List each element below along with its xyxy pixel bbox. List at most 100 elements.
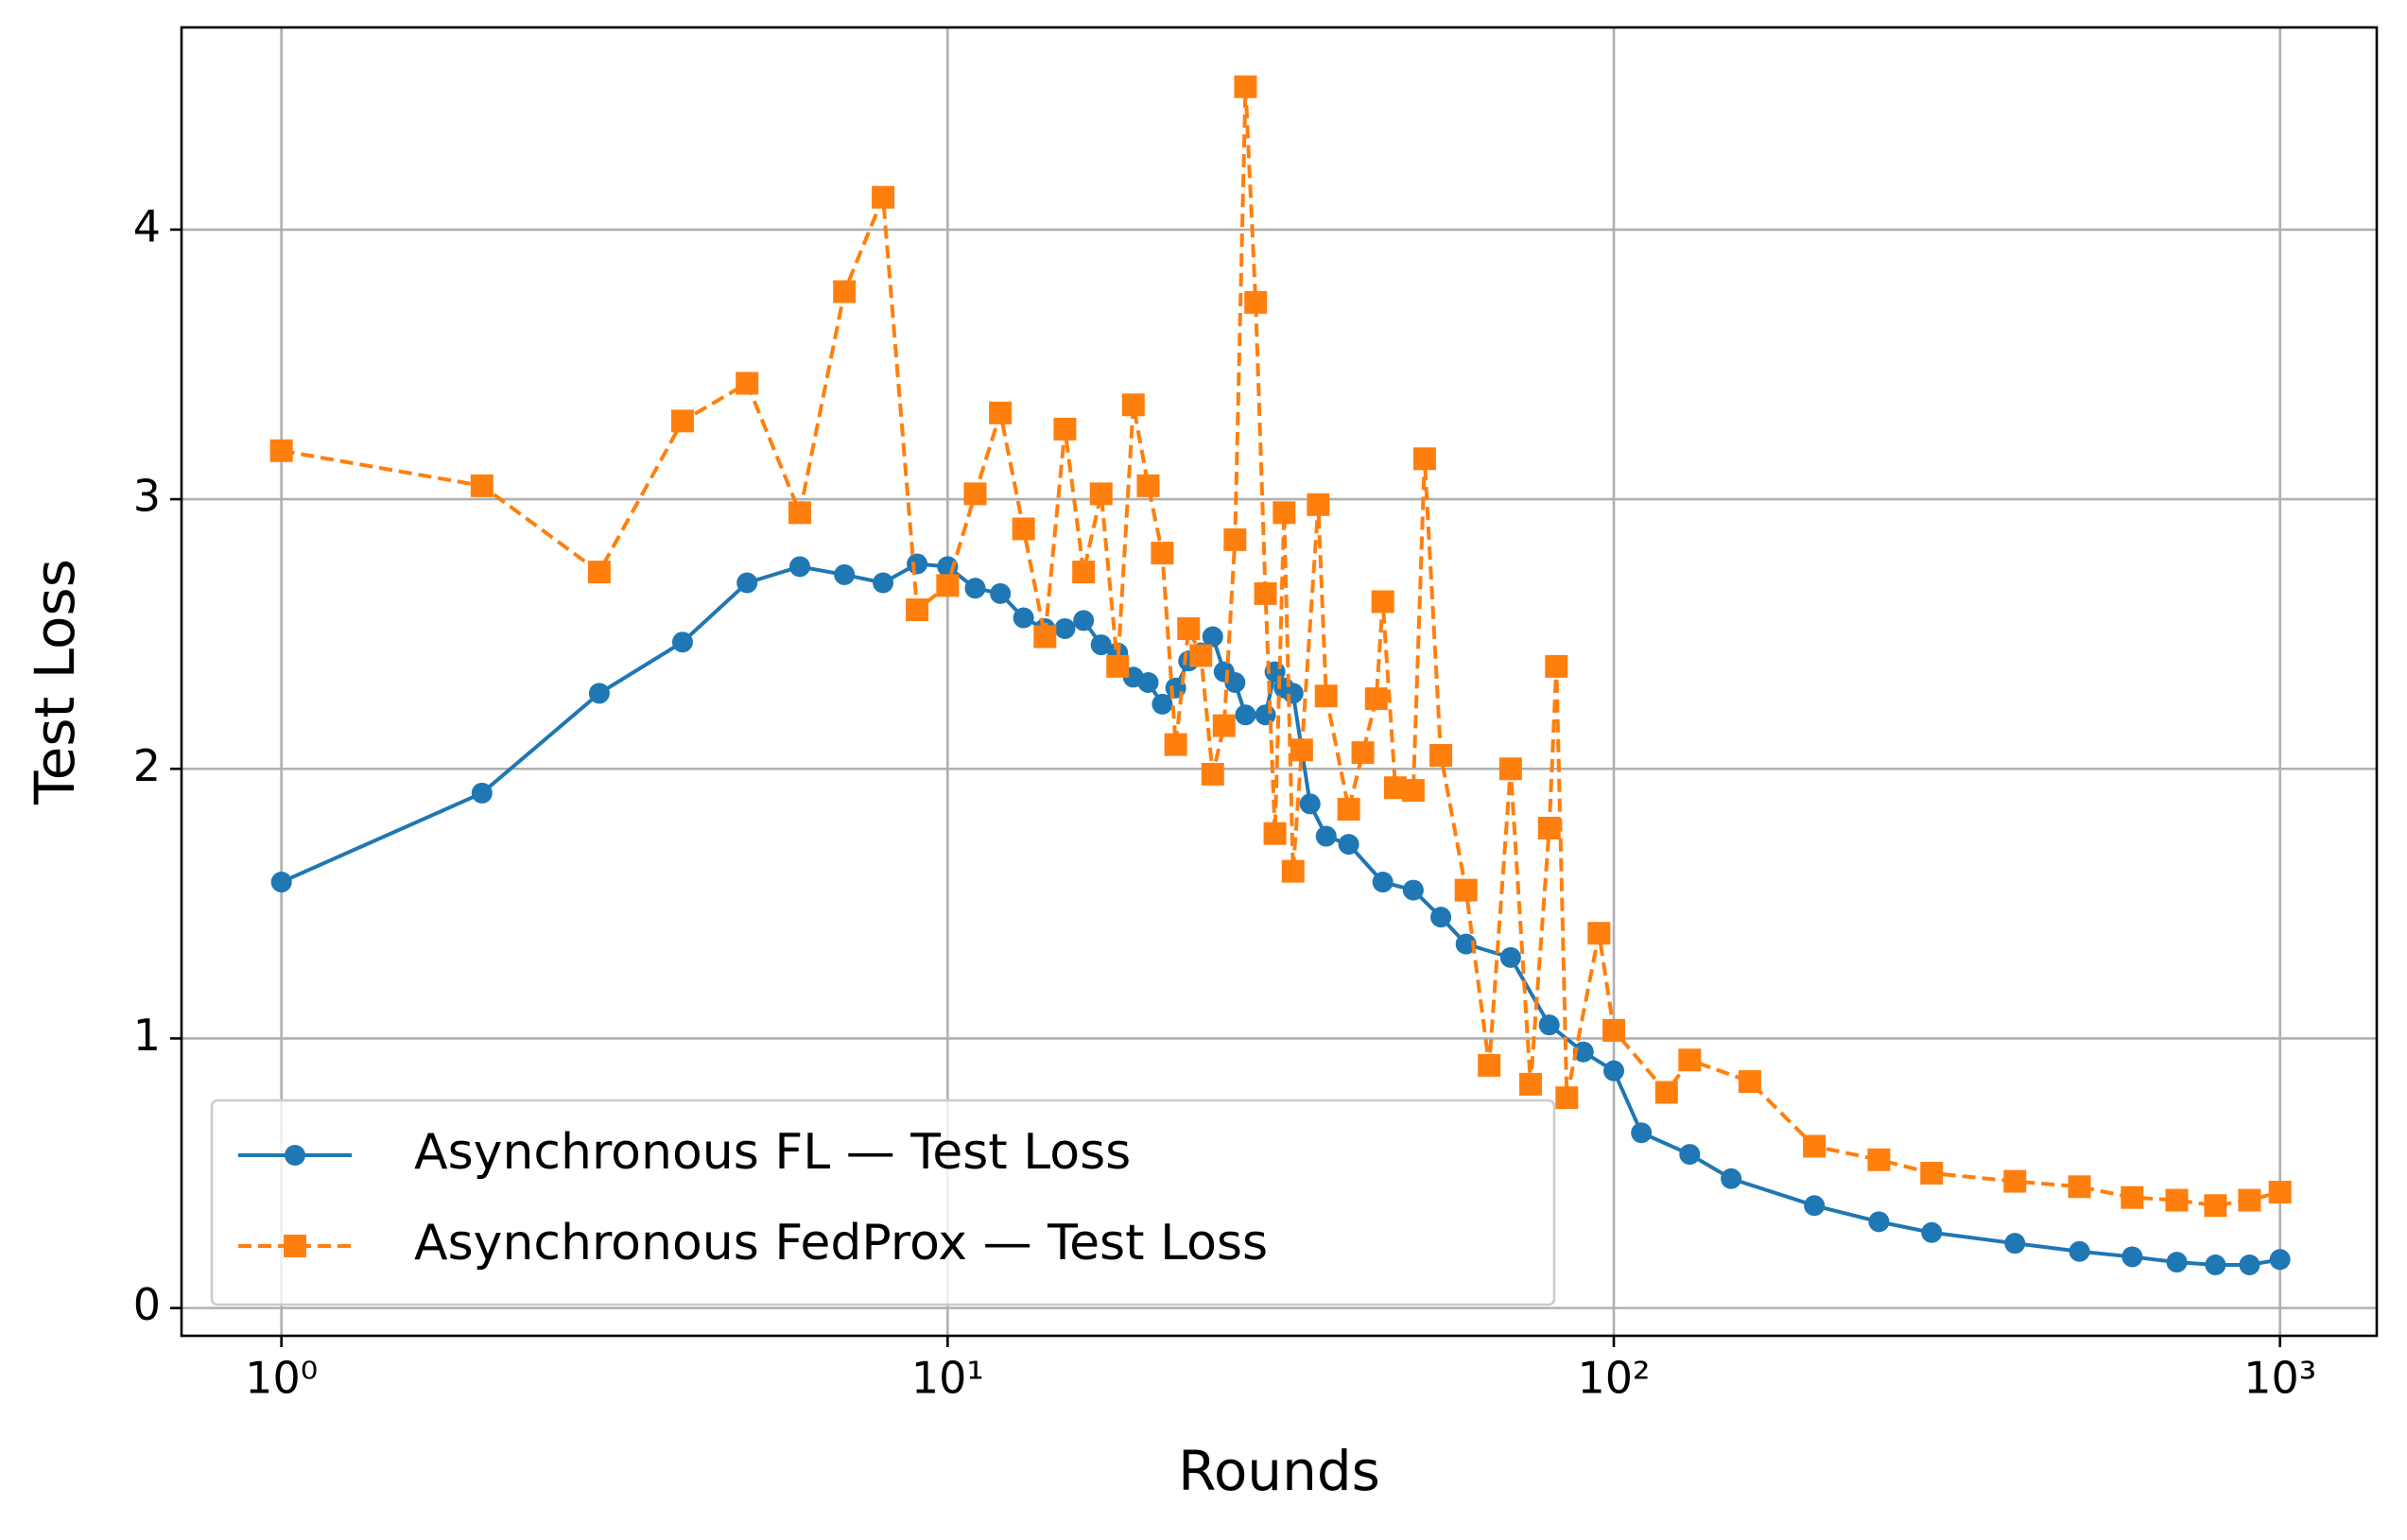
- marker: [834, 563, 856, 585]
- marker: [872, 185, 895, 209]
- marker: [1254, 581, 1277, 605]
- marker: [1678, 1048, 1702, 1072]
- marker: [588, 683, 610, 704]
- marker: [989, 401, 1013, 424]
- x-tick-label: 10⁰: [245, 1353, 318, 1404]
- marker: [736, 372, 759, 395]
- marker: [1315, 825, 1337, 847]
- marker: [270, 872, 292, 893]
- marker: [1299, 793, 1321, 815]
- marker: [470, 474, 494, 497]
- marker: [2204, 1194, 2227, 1218]
- marker: [963, 482, 987, 506]
- marker: [1412, 447, 1436, 471]
- marker: [1555, 1086, 1579, 1110]
- marker: [1177, 616, 1201, 640]
- x-tick-label: 10³: [2243, 1353, 2316, 1404]
- marker: [1738, 1070, 1761, 1094]
- marker: [269, 439, 293, 462]
- y-tick-label: 2: [133, 740, 161, 791]
- marker: [1455, 933, 1477, 955]
- marker: [1054, 617, 1076, 639]
- marker: [789, 556, 811, 578]
- marker: [2121, 1246, 2143, 1268]
- marker: [1499, 946, 1521, 968]
- marker: [2205, 1254, 2226, 1275]
- marker: [1224, 671, 1246, 693]
- y-tick-label: 3: [133, 471, 161, 522]
- marker: [2003, 1169, 2027, 1193]
- marker: [1164, 733, 1187, 756]
- marker: [1201, 762, 1224, 786]
- legend-box: [210, 1099, 1556, 1306]
- marker: [587, 561, 611, 584]
- marker: [1587, 922, 1611, 945]
- marker: [1189, 644, 1213, 667]
- marker: [1235, 704, 1256, 726]
- marker: [1073, 610, 1095, 632]
- marker: [906, 597, 929, 621]
- marker: [1603, 1060, 1625, 1081]
- marker: [471, 782, 493, 804]
- marker: [1364, 687, 1388, 711]
- marker: [1868, 1211, 1890, 1233]
- marker: [964, 578, 986, 599]
- legend-marker: [285, 1145, 305, 1166]
- marker: [1602, 1018, 1626, 1042]
- y-tick-label: 4: [133, 200, 161, 251]
- marker: [1454, 878, 1478, 902]
- marker: [1518, 1072, 1542, 1096]
- marker: [1136, 474, 1160, 497]
- marker: [873, 572, 894, 594]
- marker: [1223, 528, 1247, 551]
- y-tick-label: 1: [133, 1010, 161, 1061]
- marker: [1202, 626, 1223, 648]
- marker: [1090, 634, 1112, 656]
- marker: [1273, 501, 1296, 525]
- marker: [1498, 757, 1522, 781]
- legend-marker: [284, 1235, 306, 1257]
- marker: [1804, 1195, 1826, 1217]
- marker: [1152, 693, 1173, 715]
- marker: [1263, 822, 1287, 845]
- marker: [936, 574, 960, 597]
- marker: [1072, 561, 1096, 584]
- marker: [1290, 738, 1313, 762]
- marker: [1137, 671, 1159, 693]
- marker: [1572, 1041, 1594, 1063]
- marker: [1545, 654, 1568, 678]
- marker: [1372, 872, 1394, 893]
- marker: [1337, 798, 1360, 822]
- y-axis-label: Test Loss: [23, 559, 87, 805]
- marker: [2069, 1240, 2090, 1262]
- marker: [833, 280, 857, 303]
- legend-label: Asynchronous FL — Test Loss: [414, 1124, 1131, 1181]
- marker: [1402, 879, 1424, 901]
- marker: [1721, 1168, 1742, 1189]
- marker: [2269, 1249, 2291, 1271]
- marker: [1282, 683, 1304, 704]
- marker: [2268, 1180, 2292, 1203]
- marker: [1012, 517, 1035, 541]
- marker: [1429, 743, 1453, 767]
- x-axis-label: Rounds: [1178, 1439, 1380, 1503]
- marker: [1478, 1053, 1501, 1077]
- marker: [1053, 417, 1077, 441]
- marker: [1314, 684, 1338, 708]
- marker: [1631, 1122, 1653, 1144]
- marker: [1307, 493, 1330, 516]
- marker: [1654, 1081, 1678, 1104]
- marker: [1430, 907, 1452, 928]
- marker: [1338, 834, 1359, 856]
- marker: [1371, 590, 1394, 614]
- marker: [788, 501, 812, 525]
- marker: [1089, 482, 1113, 506]
- marker: [990, 582, 1012, 604]
- marker: [1867, 1148, 1891, 1171]
- marker: [1537, 816, 1561, 839]
- marker: [1151, 542, 1174, 565]
- x-tick-label: 10²: [1578, 1353, 1651, 1404]
- plot-frame: [180, 26, 2379, 1338]
- marker: [2165, 1188, 2189, 1212]
